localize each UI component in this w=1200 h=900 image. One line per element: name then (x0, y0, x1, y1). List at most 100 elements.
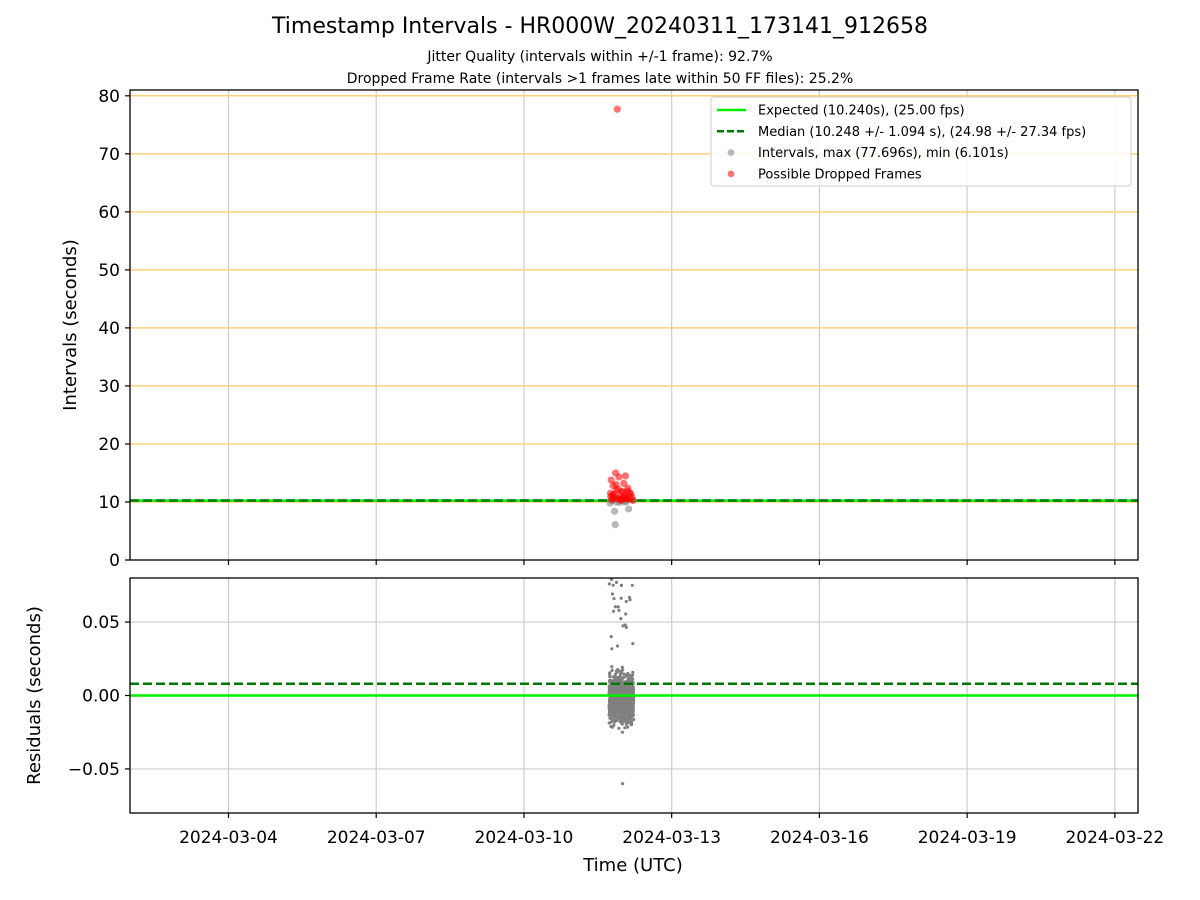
dropped-frame-point (613, 105, 621, 113)
residual-point (613, 605, 618, 609)
y-tick-label: 30 (98, 377, 120, 397)
dropped-frame-point (607, 493, 615, 501)
top-axes-frame (129, 89, 1139, 561)
jitter-quality-subtitle: Jitter Quality (intervals within +/-1 fr… (427, 49, 773, 65)
residual-point (610, 668, 614, 673)
y-tick-label: 60 (98, 203, 120, 223)
residual-point (610, 592, 615, 596)
x-tick-label: 2024-03-04 (179, 828, 278, 848)
legend-entry: Median (10.248 +/- 1.094 s), (24.98 +/- … (758, 125, 1086, 140)
residual-point (626, 725, 630, 729)
residual-point (621, 782, 625, 786)
residual-point (613, 678, 617, 683)
residual-point (615, 644, 620, 648)
residual-point (622, 715, 626, 719)
y-tick-label: −0.05 (68, 760, 120, 780)
residual-point (627, 687, 631, 691)
y-tick-label: 0 (109, 551, 120, 571)
residual-point (614, 685, 618, 689)
residual-point (608, 671, 612, 676)
chart-title: Timestamp Intervals - HR000W_20240311_17… (272, 14, 928, 39)
residual-point (617, 669, 621, 673)
residual-point (632, 717, 636, 722)
residual-point (620, 677, 624, 682)
residual-point (617, 608, 621, 612)
residual-point (631, 709, 635, 713)
residual-point (623, 726, 627, 730)
dropped-frame-point (615, 473, 623, 481)
x-tick-label: 2024-03-16 (770, 828, 869, 848)
residual-point (629, 714, 633, 719)
residual-point (607, 582, 611, 586)
residual-point (615, 716, 619, 720)
residual-point (627, 595, 632, 600)
residual-point (609, 684, 613, 688)
residual-point (608, 675, 612, 679)
legend: Expected (10.240s), (25.00 fps) Median (1… (710, 96, 1132, 187)
x-tick-label: 2024-03-07 (327, 828, 426, 848)
x-tick-label: 2024-03-10 (475, 828, 574, 848)
residual-point (630, 722, 634, 726)
residual-point (624, 722, 628, 727)
dropped-frame-point (612, 480, 620, 489)
residual-point (618, 690, 622, 694)
dropped-frame-subtitle: Dropped Frame Rate (intervals >1 frames … (346, 71, 854, 87)
residual-point (619, 680, 623, 684)
x-axis-label: Time (UTC) (582, 855, 683, 876)
residual-point (609, 578, 614, 582)
residual-point (628, 598, 632, 602)
residual-point (610, 647, 614, 651)
interval-point (624, 505, 633, 513)
residual-point (612, 596, 616, 601)
interval-point (610, 507, 619, 515)
interval-point (611, 520, 619, 529)
legend-dot-swatch (727, 170, 735, 178)
residual-point (631, 642, 635, 646)
residual-point (620, 665, 624, 669)
residual-point (629, 702, 634, 706)
residual-point (621, 668, 625, 672)
residual-point (610, 711, 614, 715)
residual-point (617, 726, 621, 730)
y-tick-label: 70 (98, 145, 120, 165)
residual-point (624, 691, 629, 695)
y-tick-label: 50 (98, 261, 120, 281)
residual-point (622, 703, 626, 707)
residual-point (625, 684, 629, 688)
residual-point (609, 699, 613, 703)
residual-point (612, 723, 616, 727)
residual-point (630, 676, 634, 680)
residual-point (623, 687, 628, 691)
residual-point (609, 635, 613, 639)
dropped-frame-point (621, 494, 629, 503)
residual-point (624, 625, 628, 630)
residual-point (617, 685, 622, 689)
residual-point (608, 688, 612, 692)
residual-point (622, 691, 626, 695)
residual-point (630, 583, 634, 587)
residual-point (607, 690, 612, 695)
residual-point (625, 710, 629, 715)
residual-points (607, 578, 636, 786)
residual-point (620, 713, 624, 717)
residuals-panel: −0.05 0.00 0.05 2024-03-04 2024-03-07 2024-03… (24, 577, 1164, 876)
dropped-frame-point (627, 490, 635, 498)
residual-point (619, 596, 623, 600)
residual-point (624, 599, 628, 604)
y-tick-label: 10 (98, 493, 120, 513)
x-tick-label: 2024-03-22 (1065, 828, 1164, 848)
dropped-frame-point (607, 476, 615, 484)
residual-point (618, 719, 622, 724)
residual-point (621, 624, 625, 628)
residual-point (610, 665, 614, 669)
y-tick-label: 40 (98, 319, 120, 339)
residual-point (630, 687, 634, 691)
residual-point (631, 670, 635, 674)
residual-point (625, 673, 629, 677)
x-tick-label: 2024-03-13 (622, 828, 721, 848)
residual-point (630, 699, 635, 703)
legend-dot-swatch (727, 149, 735, 157)
residual-point (611, 583, 615, 587)
